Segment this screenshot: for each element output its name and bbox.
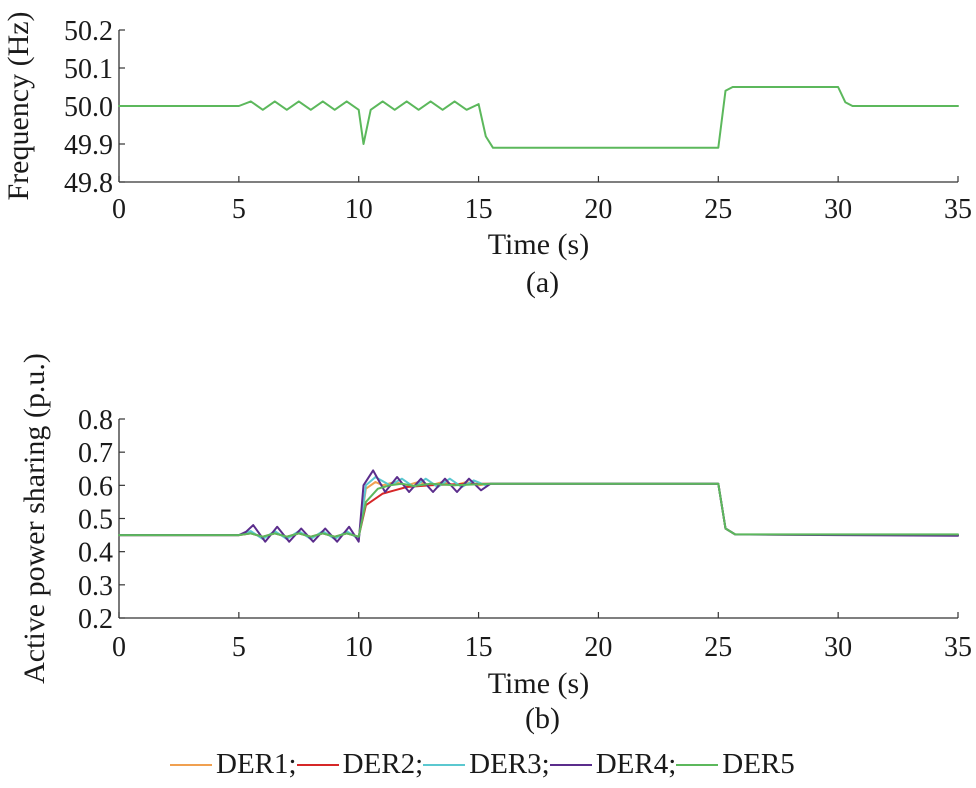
series-line-der4-b: [118, 469, 959, 543]
y-tick-label: 50.1: [64, 54, 113, 85]
y-tick-label: 50.0: [64, 92, 113, 123]
series-line-der5-b: [118, 482, 959, 538]
x-tick-label: 25: [704, 194, 732, 225]
legend-label-der2: DER2;: [342, 748, 424, 780]
legend-label-der3: DER3;: [469, 748, 550, 780]
x-tick-label: 35: [944, 632, 972, 663]
y-tick-label: 0.8: [78, 405, 113, 436]
y-tick-label: 50.2: [64, 16, 113, 47]
x-tick-label: 15: [465, 632, 493, 663]
series-line-der3-b: [118, 476, 959, 541]
legend-swatch-der5: [676, 763, 719, 766]
y-tick-label: 0.6: [78, 471, 113, 502]
x-tick-label: 0: [112, 194, 126, 225]
y-tick-label: 0.3: [78, 571, 113, 602]
panel-caption: (b): [525, 702, 560, 735]
legend-label-der4: DER4;: [595, 748, 677, 780]
legend-swatch-der1: [170, 763, 212, 766]
legend-item-der1: DER1;: [170, 748, 297, 781]
legend-item-der4: DER4;: [549, 748, 677, 781]
legend-label-der1: DER1;: [216, 748, 297, 780]
legend-item-der2: DER2;: [296, 748, 424, 781]
legend-label-der5: DER5: [722, 748, 795, 780]
x-tick-label: 0: [112, 632, 126, 663]
legend-swatch-der2: [296, 763, 339, 766]
y-tick-label: 0.5: [78, 505, 113, 536]
legend-item-der3: DER3;: [423, 748, 550, 781]
legend-swatch-der3: [423, 763, 466, 766]
series-line-der1-b: [118, 481, 959, 540]
x-tick-label: 20: [584, 194, 612, 225]
x-tick-label: 30: [824, 632, 852, 663]
x-axis-label: Time (s): [488, 667, 589, 700]
y-tick-label: 0.2: [78, 604, 113, 635]
y-tick-label: 49.9: [64, 130, 113, 161]
legend-swatch-der4: [549, 763, 592, 766]
x-axis-label: Time (s): [488, 228, 589, 261]
panel-caption: (a): [526, 266, 559, 299]
x-tick-label: 20: [584, 632, 612, 663]
legend-item-der5: DER5: [676, 748, 795, 781]
chart-panel-a: 0 5 10 15 20 25 30 35 49.8 49.9 50.0 50.1 50.2 Time (…: [2, 11, 972, 299]
x-tick-label: 35: [944, 194, 972, 225]
y-tick-label: 49.8: [64, 168, 113, 199]
x-tick-label: 10: [345, 194, 373, 225]
x-tick-label: 5: [232, 632, 246, 663]
y-axis-label: Frequency (Hz): [2, 11, 35, 200]
x-tick-label: 15: [465, 194, 493, 225]
x-tick-label: 25: [704, 632, 732, 663]
x-tick-label: 10: [345, 632, 373, 663]
y-tick-label: 0.4: [78, 538, 113, 569]
series-line-der5-a: [118, 86, 959, 149]
x-tick-label: 30: [824, 194, 852, 225]
series-line-der2-b: [118, 482, 959, 538]
x-tick-label: 5: [232, 194, 246, 225]
y-axis-label: Active power sharing (p.u.): [18, 353, 51, 684]
y-tick-label: 0.7: [78, 438, 113, 469]
legend: DER1; DER2; DER3; DER4; DER5: [170, 748, 795, 781]
chart-panel-b: 0 5 10 15 20 25 30 35 0.20.30.40.50.60.70.8 Time …: [18, 353, 972, 735]
